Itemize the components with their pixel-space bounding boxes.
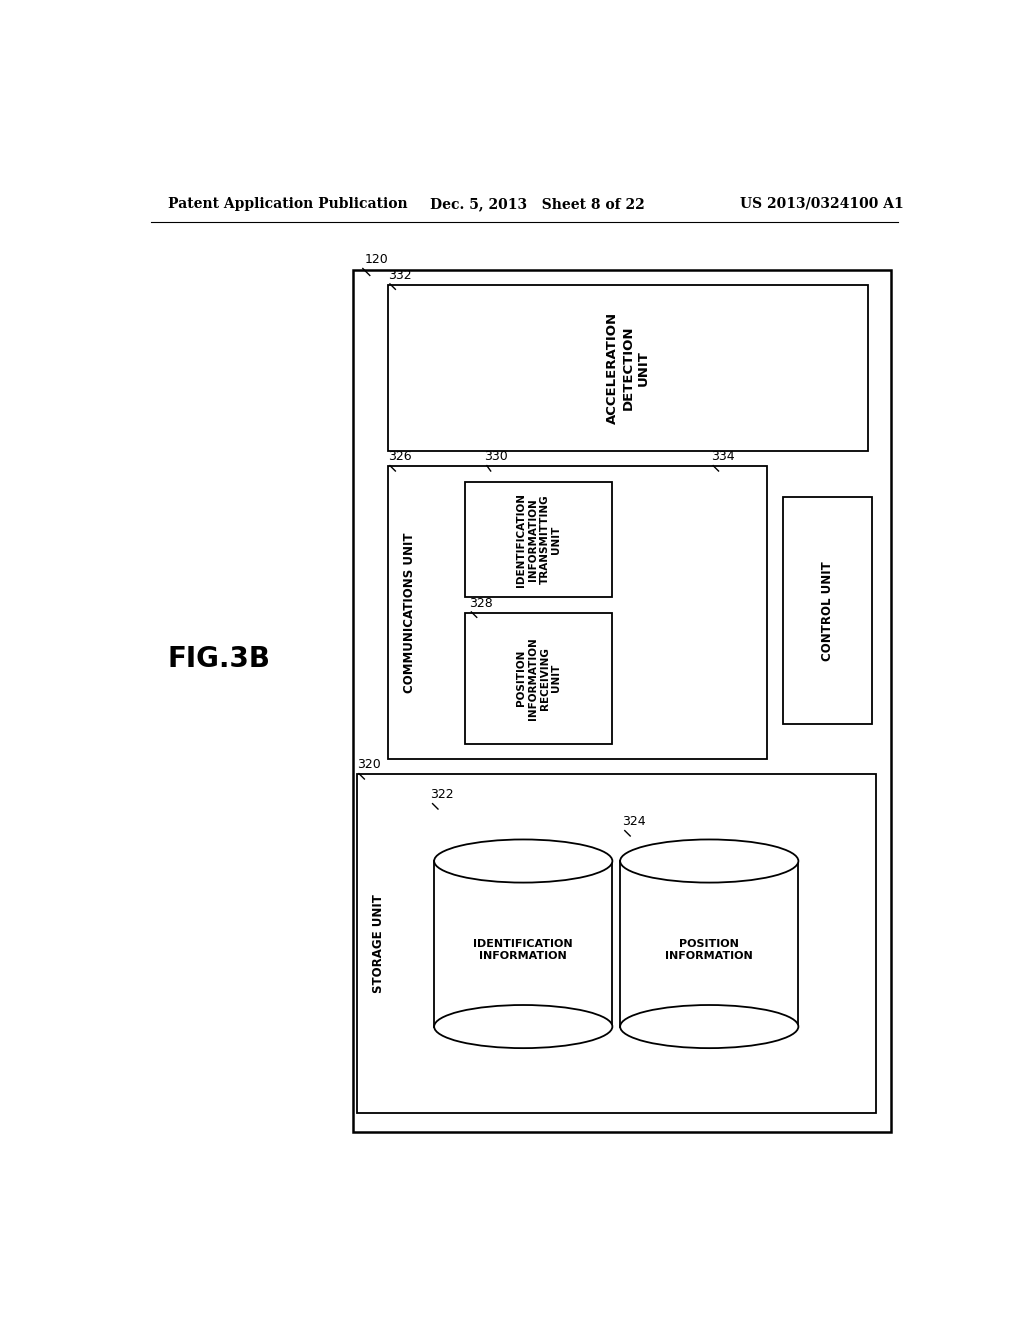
Text: POSITION
INFORMATION: POSITION INFORMATION — [666, 940, 753, 961]
Text: 334: 334 — [711, 450, 734, 463]
Text: US 2013/0324100 A1: US 2013/0324100 A1 — [740, 197, 904, 211]
Bar — [388, 466, 767, 759]
Text: COMMUNICATIONS UNIT: COMMUNICATIONS UNIT — [402, 532, 416, 693]
Ellipse shape — [621, 1005, 799, 1048]
Text: 328: 328 — [469, 597, 493, 610]
Bar — [465, 482, 612, 597]
Text: POSITION
INFORMATION
RECEIVING
UNIT: POSITION INFORMATION RECEIVING UNIT — [516, 636, 561, 719]
Text: Patent Application Publication: Patent Application Publication — [168, 197, 408, 211]
Ellipse shape — [434, 1005, 612, 1048]
Text: CONTROL UNIT: CONTROL UNIT — [821, 561, 834, 660]
Ellipse shape — [434, 840, 612, 883]
Text: 120: 120 — [365, 253, 388, 267]
Bar — [388, 285, 868, 451]
Bar — [434, 861, 612, 1027]
Bar — [465, 612, 612, 743]
Text: IDENTIFICATION
INFORMATION
TRANSMITTING
UNIT: IDENTIFICATION INFORMATION TRANSMITTING … — [516, 492, 561, 586]
Text: FIG.3B: FIG.3B — [168, 645, 271, 673]
Ellipse shape — [621, 840, 799, 883]
Bar — [783, 498, 872, 725]
Text: IDENTIFICATION
INFORMATION: IDENTIFICATION INFORMATION — [473, 940, 573, 961]
Text: 326: 326 — [388, 450, 412, 463]
Text: Dec. 5, 2013   Sheet 8 of 22: Dec. 5, 2013 Sheet 8 of 22 — [430, 197, 645, 211]
Bar — [621, 861, 799, 1027]
Bar — [352, 271, 891, 1133]
Text: 320: 320 — [356, 758, 380, 771]
Text: 330: 330 — [484, 450, 508, 463]
Text: 322: 322 — [430, 788, 454, 801]
Text: STORAGE UNIT: STORAGE UNIT — [372, 895, 385, 993]
Text: ACCELERATION
DETECTION
UNIT: ACCELERATION DETECTION UNIT — [606, 312, 649, 424]
Bar — [356, 775, 876, 1113]
Text: 332: 332 — [388, 268, 412, 281]
Text: 324: 324 — [623, 816, 646, 829]
